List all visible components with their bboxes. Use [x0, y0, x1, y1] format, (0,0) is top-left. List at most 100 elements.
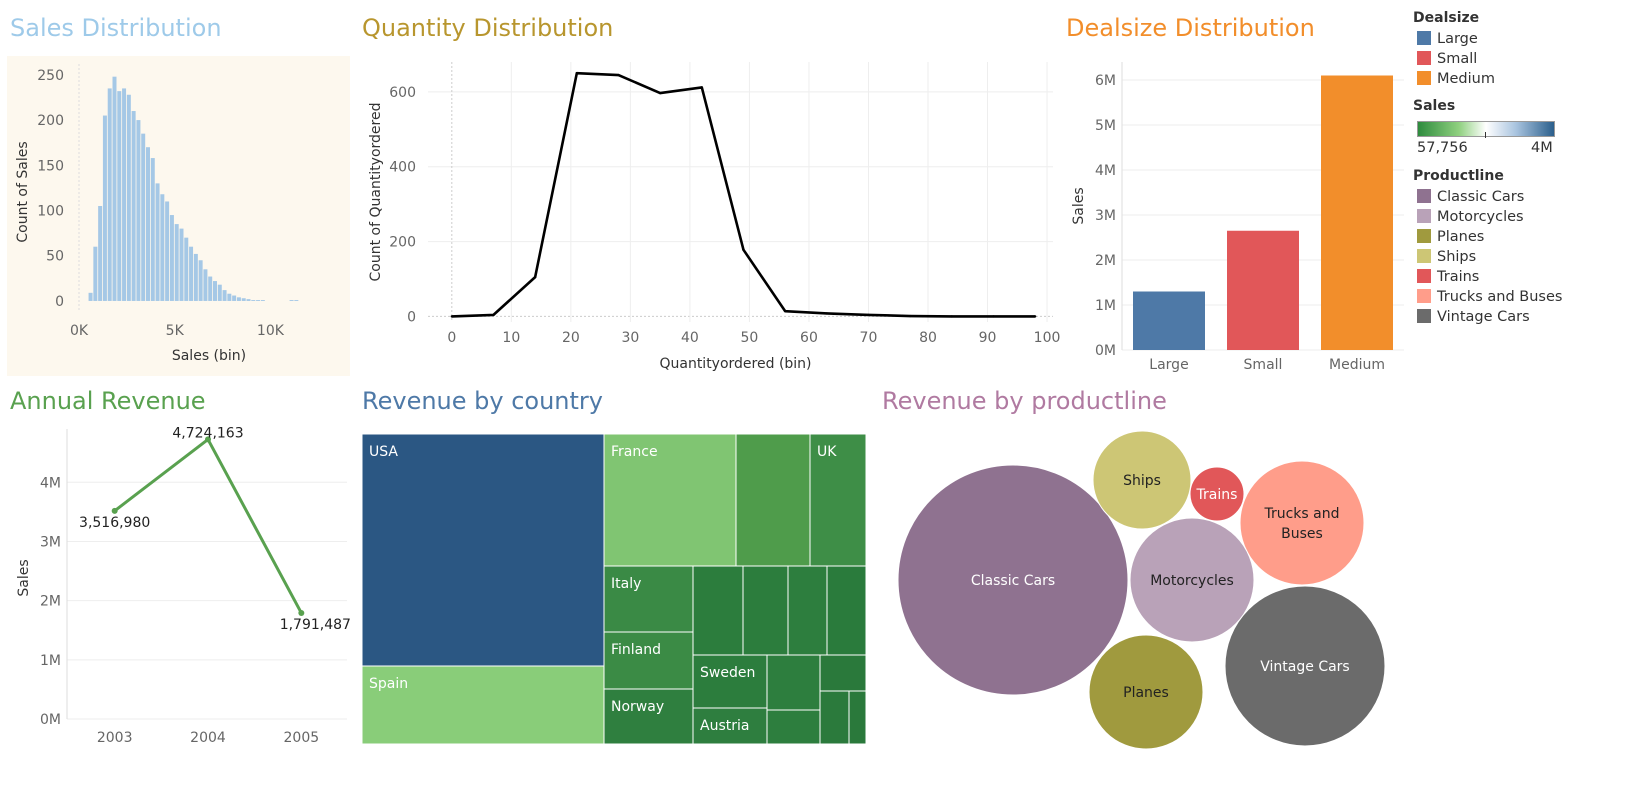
- qty-x-tick-label: 10: [502, 330, 520, 346]
- sales-x-tick-label: 10K: [257, 323, 285, 339]
- sales-x-axis-label: Sales (bin): [172, 348, 246, 364]
- productline-legend-item[interactable]: Planes: [1417, 228, 1484, 246]
- sales-y-tick-label: 250: [37, 68, 64, 84]
- dealsize-y-tick-label: 4M: [1095, 163, 1116, 179]
- legend-label: Planes: [1437, 229, 1485, 245]
- sales-legend-max: 4M: [1531, 140, 1553, 156]
- qty-y-tick-label: 0: [407, 309, 416, 325]
- bubble-label: Trucks and: [1263, 506, 1339, 522]
- legend-label: Ships: [1437, 249, 1477, 265]
- treemap-cell: [819, 690, 850, 744]
- qty-y-tick-label: 400: [389, 160, 416, 176]
- treemap-cell: [826, 565, 866, 656]
- sales-histogram-bar: [179, 228, 184, 301]
- productline-legend-item[interactable]: Vintage Cars: [1417, 308, 1530, 326]
- annual-y-axis-label: Sales: [16, 559, 32, 596]
- sales-histogram-background: [7, 56, 350, 376]
- annual-data-label: 1,791,487: [280, 617, 351, 633]
- qty-series-line: [451, 71, 1036, 318]
- bubble-label: Classic Cars: [971, 573, 1055, 589]
- dealsize-legend-item[interactable]: Small: [1417, 50, 1477, 68]
- sales-histogram-bar: [150, 158, 155, 301]
- productline-legend-item[interactable]: Trains: [1417, 268, 1479, 286]
- annual-y-tick-label: 4M: [40, 475, 61, 491]
- qty-data-point: [783, 309, 787, 313]
- qty-data-point: [700, 86, 704, 89]
- sales-histogram-bar: [289, 300, 294, 301]
- sales-histogram-bar: [198, 260, 203, 301]
- sales-y-axis-label: Count of Sales: [15, 141, 31, 242]
- sales-histogram-bar: [222, 290, 227, 301]
- qty-x-axis-label: Quantityordered (bin): [659, 356, 811, 372]
- qty-data-point: [658, 91, 662, 95]
- productline-legend-item[interactable]: Trucks and Buses: [1417, 288, 1562, 306]
- quantity-distribution-title: Quantity Distribution: [362, 14, 614, 42]
- sales-histogram-bar: [126, 94, 131, 301]
- qty-x-tick-label: 20: [562, 330, 580, 346]
- dealsize-legend-item[interactable]: Medium: [1417, 70, 1495, 88]
- sales-histogram-bar: [189, 246, 194, 301]
- treemap-label-austria: Austria: [700, 718, 749, 734]
- treemap-cell: [766, 654, 821, 711]
- sales-histogram-bar: [217, 284, 222, 301]
- productline-legend-item[interactable]: Ships: [1417, 248, 1476, 266]
- sales-y-tick-label: 0: [55, 294, 64, 310]
- legend-label: Medium: [1437, 71, 1495, 87]
- bubble-ships: [1092, 430, 1192, 530]
- annual-data-point: [111, 507, 118, 514]
- productline-legend-item[interactable]: Classic Cars: [1417, 188, 1524, 206]
- qty-x-tick-label: 30: [621, 330, 639, 346]
- legend-label: Vintage Cars: [1437, 309, 1530, 325]
- productline-legend-item[interactable]: Motorcycles: [1417, 208, 1524, 226]
- dealsize-y-tick-label: 5M: [1095, 118, 1116, 134]
- sales-histogram-bar: [227, 293, 232, 301]
- sales-y-tick-label: 200: [37, 113, 64, 129]
- sales-histogram-bar: [155, 183, 160, 301]
- treemap-label-france: France: [611, 444, 658, 460]
- qty-x-tick-label: 50: [741, 330, 759, 346]
- legend-swatch: [1417, 269, 1431, 283]
- qty-x-tick-label: 60: [800, 330, 818, 346]
- quantity-line-chart: 0 200 400 600 0 10 20 30 40 50 60 70 80 90 100 Quantity…: [368, 62, 1060, 372]
- legend-swatch: [1417, 209, 1431, 223]
- sales-histogram-bar: [169, 215, 174, 301]
- bubble-trains: [1189, 466, 1245, 522]
- sales-histogram-bar: [122, 88, 127, 301]
- sales-histogram-bar: [246, 299, 251, 301]
- legend-swatch: [1417, 229, 1431, 243]
- sales-histogram-bar: [256, 300, 261, 301]
- dealsize-y-axis-label: Sales: [1071, 187, 1087, 224]
- legend-swatch: [1417, 51, 1431, 65]
- treemap-label-finland: Finland: [611, 642, 661, 658]
- treemap-cell: [362, 434, 605, 667]
- treemap-label-spain: Spain: [369, 676, 408, 692]
- annual-revenue-chart: 0M 1M 2M 3M 4M 3,516,980 2003 4,724,163 2004 1,79…: [16, 425, 351, 746]
- bubble-label: Vintage Cars: [1260, 659, 1349, 675]
- annual-data-label: 3,516,980: [79, 515, 150, 531]
- sales-histogram-bar: [260, 300, 265, 301]
- sales-legend-title: Sales: [1413, 98, 1456, 114]
- treemap-cell: [362, 665, 605, 744]
- treemap-label-norway: Norway: [611, 699, 664, 715]
- treemap-cell: [735, 434, 811, 567]
- qty-data-point: [992, 315, 995, 318]
- sales-histogram-bar: [213, 281, 217, 301]
- sales-y-tick-label: 50: [46, 249, 64, 265]
- productline-legend-title: Productline: [1413, 168, 1504, 184]
- treemap-cell: [692, 654, 768, 709]
- annual-data-point: [298, 609, 305, 616]
- annual-data-label: 4,724,163: [172, 425, 243, 441]
- dealsize-bar-large: [1133, 291, 1205, 350]
- sales-histogram-bar: [232, 295, 237, 301]
- dealsize-legend-item[interactable]: Large: [1417, 30, 1478, 48]
- bubble-label: Buses: [1281, 526, 1323, 542]
- annual-data-point: [205, 436, 211, 443]
- legend-swatch: [1417, 31, 1431, 45]
- sales-histogram-bar: [117, 91, 122, 301]
- qty-x-tick-label: 90: [979, 330, 997, 346]
- qty-x-tick-label: 70: [860, 330, 878, 346]
- sales-gradient-marker: [1485, 132, 1486, 138]
- bubble-trucks-and-buses: [1239, 460, 1365, 586]
- sales-histogram: 0 50 100 150 200 250 0K 5K 10K Sales (bin) Count o…: [7, 56, 350, 376]
- sales-y-tick-label: 100: [37, 204, 64, 220]
